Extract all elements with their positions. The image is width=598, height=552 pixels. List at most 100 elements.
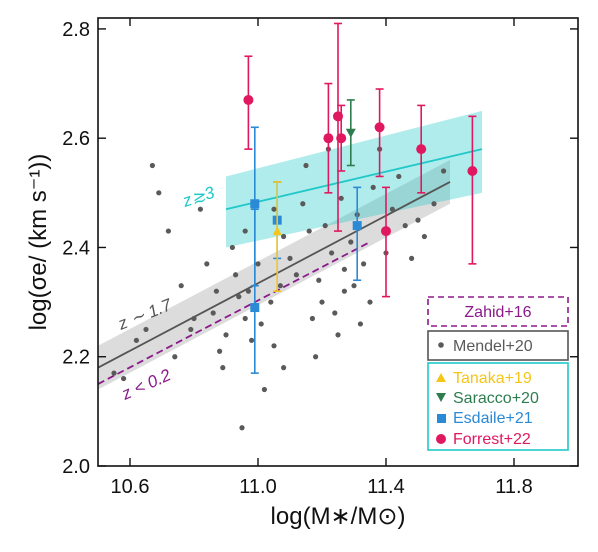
z17-fit-line bbox=[97, 181, 451, 369]
mendel-point bbox=[210, 310, 216, 316]
mendel-point bbox=[402, 223, 408, 229]
legend-tanaka-marker bbox=[436, 373, 446, 382]
mendel-point bbox=[431, 201, 437, 207]
mendel-point bbox=[293, 272, 299, 278]
mendel-point bbox=[357, 321, 363, 327]
mendel-point bbox=[271, 206, 277, 212]
mendel-point bbox=[421, 233, 427, 240]
tanaka-point bbox=[272, 226, 282, 236]
legend-zahid: Zahid+16 bbox=[427, 296, 569, 327]
mendel-point bbox=[268, 299, 274, 305]
mendel-point bbox=[338, 195, 344, 201]
legend-mendel-marker bbox=[438, 342, 444, 348]
mendel-point bbox=[396, 173, 402, 180]
mendel-point bbox=[316, 277, 322, 283]
mendel-point bbox=[319, 299, 325, 305]
mendel-point bbox=[245, 288, 251, 294]
forrest-point bbox=[323, 133, 334, 144]
mendel-point bbox=[229, 244, 235, 251]
forrest-point bbox=[416, 144, 427, 155]
mendel-point bbox=[303, 162, 309, 169]
forrest-point bbox=[381, 226, 391, 237]
mendel-point bbox=[233, 272, 239, 278]
mendel-point bbox=[239, 425, 245, 431]
x-tick-label: 10.6 bbox=[111, 476, 150, 498]
y-tick-label: 2.2 bbox=[62, 347, 90, 369]
mendel-point bbox=[415, 217, 421, 223]
mendel-point bbox=[348, 239, 354, 245]
legend-mendel: Mendel+20 bbox=[427, 330, 569, 361]
mendel-point bbox=[271, 343, 277, 349]
mendel-point bbox=[261, 386, 267, 393]
mendel-point bbox=[351, 283, 357, 289]
legend-forrest-label: Forrest+22 bbox=[453, 431, 531, 448]
legend-zahid-box bbox=[427, 296, 569, 327]
z3-fit-line bbox=[225, 148, 483, 211]
mendel-point bbox=[220, 365, 226, 371]
mendel-point bbox=[332, 310, 338, 316]
mendel-point bbox=[313, 354, 319, 360]
forrest-point bbox=[336, 133, 347, 144]
mendel-point bbox=[149, 162, 155, 169]
mendel-point bbox=[306, 228, 312, 234]
mendel-point bbox=[223, 332, 229, 338]
forrest-point bbox=[374, 122, 385, 133]
y-tick-label: 2.8 bbox=[62, 19, 90, 41]
legend-tanaka-label: Tanaka+19 bbox=[453, 370, 532, 387]
legend-saracco-label: Saracco+20 bbox=[453, 390, 539, 407]
legend-mendel-label: Mendel+20 bbox=[453, 338, 533, 355]
x-axis-ticks: 10.6 11.0 11.4 11.8 bbox=[111, 18, 533, 498]
mendel-point bbox=[341, 288, 347, 294]
mendel-point bbox=[156, 190, 162, 196]
mendel-point bbox=[258, 321, 264, 327]
mendel-point bbox=[121, 375, 127, 382]
mendel-scatter-points bbox=[111, 146, 447, 431]
y-tick-label: 2.6 bbox=[62, 128, 90, 150]
mendel-point bbox=[409, 255, 415, 261]
legend-esdaile-marker bbox=[437, 414, 446, 423]
legend-zahid-label: Zahid+16 bbox=[464, 304, 531, 321]
mendel-point bbox=[188, 326, 194, 333]
mendel-point bbox=[309, 315, 315, 322]
error-bar-points bbox=[243, 22, 478, 374]
mendel-point bbox=[197, 206, 203, 212]
legend-forrest-marker bbox=[436, 434, 446, 444]
y-axis-label: log(σe/ (km s⁻¹)) bbox=[25, 154, 52, 331]
mendel-point bbox=[191, 315, 197, 322]
y-axis-ticks: 2.0 2.2 2.4 2.6 2.8 bbox=[62, 19, 578, 478]
forrest-point bbox=[467, 165, 478, 176]
esdaile-point bbox=[250, 199, 260, 209]
mendel-point bbox=[277, 283, 283, 289]
saracco-point bbox=[345, 128, 356, 138]
x-tick-label: 11.8 bbox=[495, 476, 532, 498]
legend-esdaile-label: Esdaile+21 bbox=[453, 410, 533, 427]
mendel-point bbox=[249, 337, 255, 343]
mendel-point bbox=[322, 223, 328, 229]
mendel-point bbox=[213, 288, 219, 294]
zahid-fit-line bbox=[97, 241, 371, 385]
esdaile-point bbox=[352, 221, 362, 231]
mendel-point bbox=[335, 332, 341, 338]
mendel-point bbox=[236, 294, 242, 300]
mendel-point bbox=[389, 206, 395, 212]
esdaile-point bbox=[250, 303, 260, 313]
mendel-point bbox=[178, 283, 184, 289]
x-tick-label: 11.0 bbox=[239, 476, 276, 498]
mendel-point bbox=[217, 348, 223, 354]
mendel-point bbox=[172, 354, 178, 360]
mendel-point bbox=[133, 337, 139, 343]
mendel-point bbox=[111, 370, 117, 376]
legend-main-box bbox=[427, 362, 569, 451]
mendel-point bbox=[341, 266, 347, 272]
legend-main: Tanaka+19 Saracco+20 Esdaile+21 Forrest+… bbox=[427, 362, 569, 451]
x-tick-label: 11.4 bbox=[367, 476, 404, 498]
mendel-point bbox=[281, 365, 287, 371]
mendel-point bbox=[300, 201, 306, 207]
mendel-point bbox=[361, 261, 367, 267]
fit-lines bbox=[97, 148, 483, 385]
mendel-point bbox=[255, 261, 261, 267]
forrest-point bbox=[243, 94, 254, 105]
annotation-z3: z≳3 bbox=[179, 183, 217, 211]
x-axis-label: log(M∗/M⊙) bbox=[271, 503, 406, 530]
